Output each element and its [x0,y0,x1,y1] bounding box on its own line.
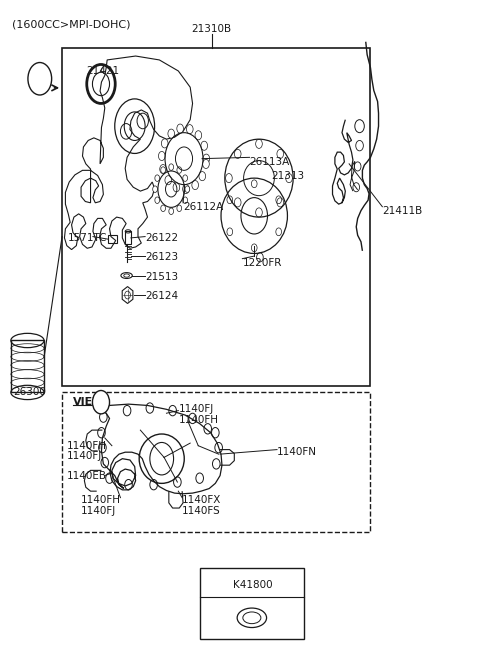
Circle shape [203,159,209,168]
Text: 21411B: 21411B [383,206,422,215]
Circle shape [165,176,171,185]
Circle shape [153,186,157,193]
Text: 21313: 21313 [271,171,304,181]
Circle shape [203,154,210,163]
Circle shape [155,197,160,204]
Text: K41800: K41800 [233,580,273,590]
Text: 1140FH: 1140FH [67,441,107,451]
Circle shape [28,62,52,95]
Text: 26113A: 26113A [250,157,290,167]
Bar [200,568,304,639]
Text: 26112A: 26112A [183,202,223,212]
Text: A: A [36,74,43,84]
Circle shape [155,175,160,181]
Text: 1140FS: 1140FS [182,506,221,515]
Bar [125,231,131,244]
Text: 1140FH: 1140FH [81,495,121,505]
Circle shape [161,139,168,148]
Circle shape [161,205,166,212]
Circle shape [160,164,167,174]
Text: 1140EB: 1140EB [67,470,107,481]
Circle shape [195,131,202,140]
Text: 26123: 26123 [145,252,178,263]
Bar [62,48,371,386]
Bar [11,341,44,392]
Circle shape [192,181,199,190]
Text: 21421: 21421 [86,66,119,76]
Bar [62,392,371,532]
Circle shape [169,208,174,214]
Circle shape [185,186,190,193]
Text: 26300: 26300 [13,388,46,398]
Text: 1140FN: 1140FN [277,447,317,457]
Text: (1600CC>MPI-DOHC): (1600CC>MPI-DOHC) [12,19,131,29]
Circle shape [183,175,188,181]
Text: 1140FX: 1140FX [182,495,221,505]
Circle shape [93,390,109,414]
Circle shape [183,197,188,204]
Circle shape [177,167,181,174]
Text: 1571TC: 1571TC [68,233,108,243]
Text: 1140FJ: 1140FJ [67,451,102,461]
Circle shape [177,205,181,212]
Text: A: A [97,397,104,407]
Circle shape [169,164,174,170]
Circle shape [201,141,207,150]
Circle shape [168,129,175,138]
Text: VIEW: VIEW [73,397,106,407]
Circle shape [182,185,189,194]
Circle shape [177,124,183,133]
Text: 26124: 26124 [145,291,178,301]
Circle shape [161,167,166,174]
Text: 1140FH: 1140FH [179,415,218,424]
Text: 1140FJ: 1140FJ [81,506,116,515]
Text: 1220FR: 1220FR [242,257,282,267]
Circle shape [158,151,165,160]
Text: 1140FJ: 1140FJ [179,404,214,415]
Bar [108,234,117,243]
Circle shape [199,172,205,181]
Circle shape [186,124,193,134]
Text: 21310B: 21310B [192,24,231,34]
Text: 21513: 21513 [145,272,178,282]
Circle shape [173,183,180,192]
Text: 26122: 26122 [145,233,178,243]
